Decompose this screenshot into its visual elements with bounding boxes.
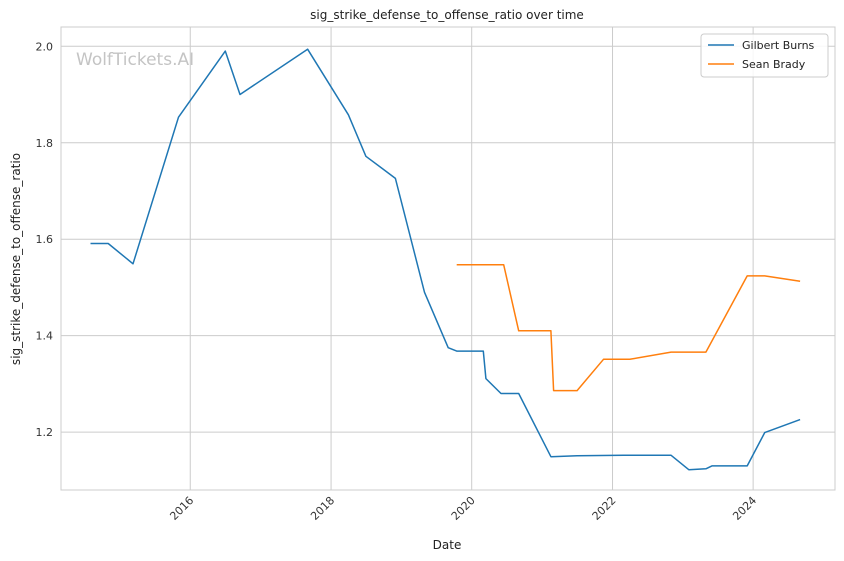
y-tick-label: 1.4 [36, 330, 54, 343]
legend-label-2: Sean Brady [742, 58, 806, 71]
series-group [90, 48, 801, 471]
y-tick-labels: 1.2 1.4 1.6 1.8 2.0 [36, 40, 54, 439]
y-tick-label: 1.8 [36, 137, 54, 150]
legend: Gilbert Burns Sean Brady [700, 33, 829, 78]
series-line-1 [90, 48, 801, 471]
chart-title: sig_strike_defense_to_offense_ratio over… [310, 8, 584, 22]
y-tick-label: 1.2 [36, 426, 54, 439]
y-tick-label: 1.6 [36, 233, 54, 246]
watermark: WolfTickets.AI [76, 50, 194, 70]
y-tick-label: 2.0 [36, 40, 54, 53]
series-line-2 [456, 264, 801, 392]
y-axis-title: sig_strike_defense_to_offense_ratio [9, 153, 23, 365]
x-axis-title: Date [433, 538, 462, 552]
legend-label-1: Gilbert Burns [742, 39, 815, 52]
plot-frame [60, 26, 836, 491]
